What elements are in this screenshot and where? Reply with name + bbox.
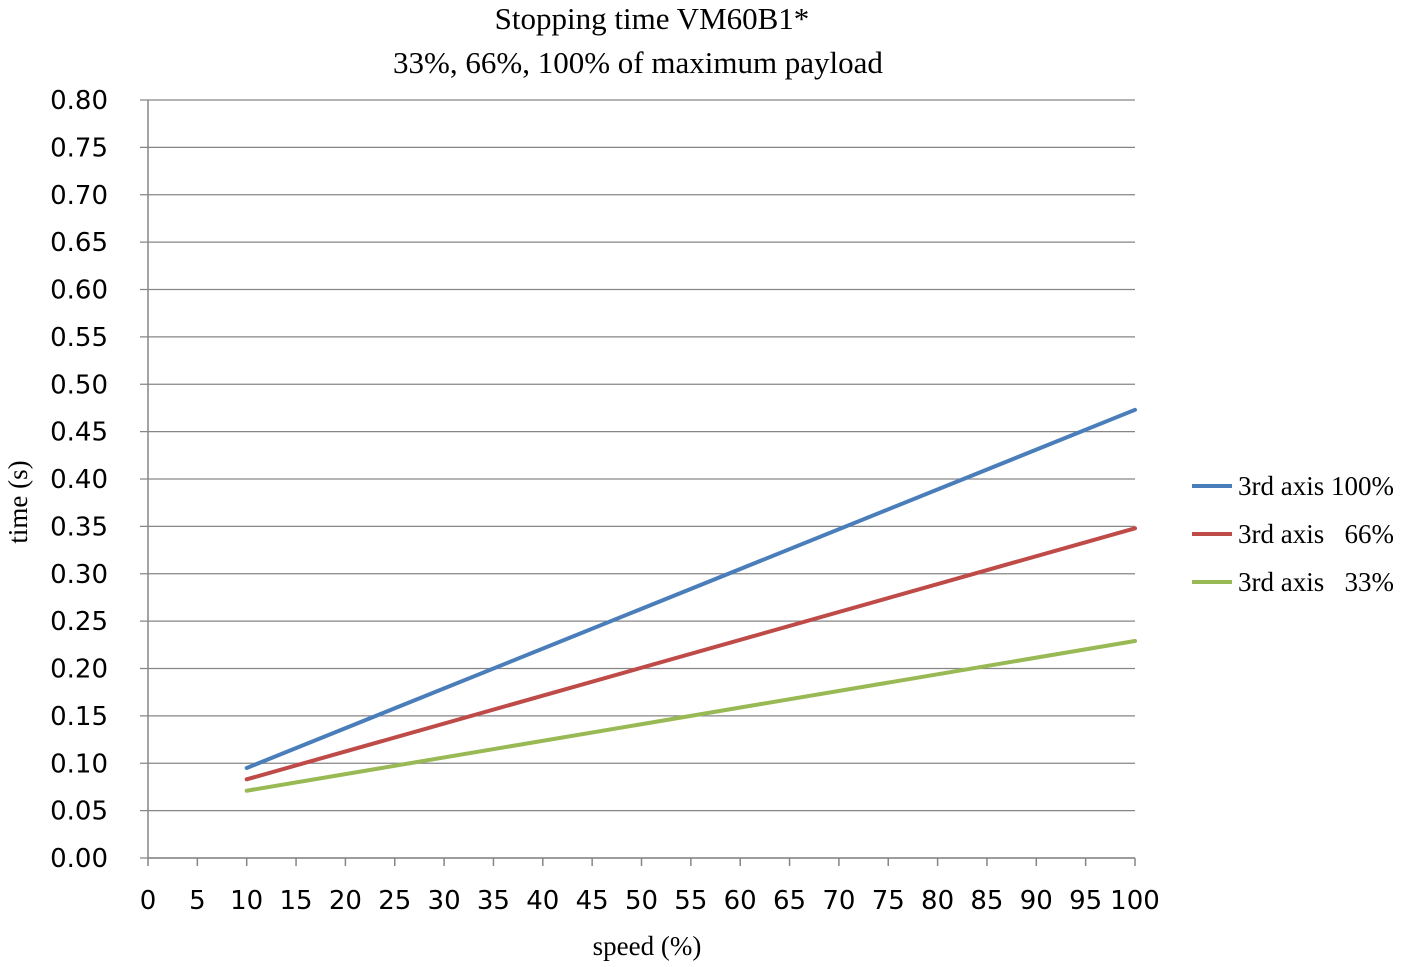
y-axis-title: time (s): [3, 460, 33, 543]
x-tick-label-3: 15: [280, 886, 313, 916]
chart-subtitle: 33%, 66%, 100% of maximum payload: [393, 45, 883, 80]
series-line-1: [244, 526, 1137, 782]
x-tick-label-14: 70: [822, 886, 855, 916]
legend: 3rd axis 100% 3rd axis 66% 3rd axis 33%: [1192, 471, 1394, 597]
y-tick-label-14: 0.70: [50, 181, 108, 211]
x-tick-label-8: 40: [526, 886, 559, 916]
legend-label-1: 3rd axis 66%: [1238, 519, 1394, 549]
x-tick-label-11: 55: [674, 886, 707, 916]
series-line-2: [244, 639, 1137, 793]
legend-label-2: 3rd axis 33%: [1238, 567, 1394, 597]
y-tick-label-6: 0.30: [50, 560, 108, 590]
y-tick-label-15: 0.75: [50, 133, 108, 163]
y-axis-tick-labels: 0.00 0.05 0.10 0.15 0.20 0.25 0.30 0.35 0.40 0.45…: [50, 86, 108, 874]
x-tick-label-12: 60: [724, 886, 757, 916]
x-tick-label-17: 85: [970, 886, 1003, 916]
x-axis-title: speed (%): [593, 931, 702, 961]
y-tick-label-10: 0.50: [50, 370, 108, 400]
y-tick-label-11: 0.55: [50, 323, 108, 353]
x-tick-label-15: 75: [872, 886, 905, 916]
y-tick-label-4: 0.20: [50, 655, 108, 685]
x-tick-label-2: 10: [230, 886, 263, 916]
y-tick-label-12: 0.60: [50, 276, 108, 306]
x-tick-label-10: 50: [625, 886, 658, 916]
y-tick-label-5: 0.25: [50, 607, 108, 637]
y-tick-label-0: 0.00: [50, 844, 108, 874]
x-tick-label-6: 30: [428, 886, 461, 916]
x-axis-tick-labels: 0 5 10 15 20 25 30 35 40 45 50 55 60 65 70 75 80 85 90 95 10…: [140, 886, 1160, 916]
y-tick-label-13: 0.65: [50, 228, 108, 258]
chart-title: Stopping time VM60B1*: [495, 1, 810, 36]
x-tick-label-7: 35: [477, 886, 510, 916]
y-tick-label-1: 0.05: [50, 797, 108, 827]
y-tick-label-9: 0.45: [50, 418, 108, 448]
y-tick-label-3: 0.15: [50, 702, 108, 732]
x-tick-label-18: 90: [1020, 886, 1053, 916]
x-tick-label-19: 95: [1069, 886, 1102, 916]
axes: [147, 100, 1136, 866]
y-tick-label-8: 0.40: [50, 465, 108, 495]
x-tick-label-0: 0: [140, 886, 157, 916]
x-tick-label-16: 80: [921, 886, 954, 916]
legend-label-0: 3rd axis 100%: [1238, 471, 1394, 501]
y-tick-label-16: 0.80: [50, 86, 108, 116]
x-tick-label-4: 20: [329, 886, 362, 916]
series-lines: [244, 407, 1137, 793]
y-tick-label-7: 0.35: [50, 512, 108, 542]
series-line-0: [244, 407, 1137, 770]
gridlines: [140, 99, 1135, 859]
y-tick-label-2: 0.10: [50, 749, 108, 779]
x-tick-label-9: 45: [576, 886, 609, 916]
x-tick-label-20: 100: [1110, 886, 1160, 916]
x-tick-label-13: 65: [773, 886, 806, 916]
x-tick-label-5: 25: [378, 886, 411, 916]
x-tick-label-1: 5: [189, 886, 206, 916]
